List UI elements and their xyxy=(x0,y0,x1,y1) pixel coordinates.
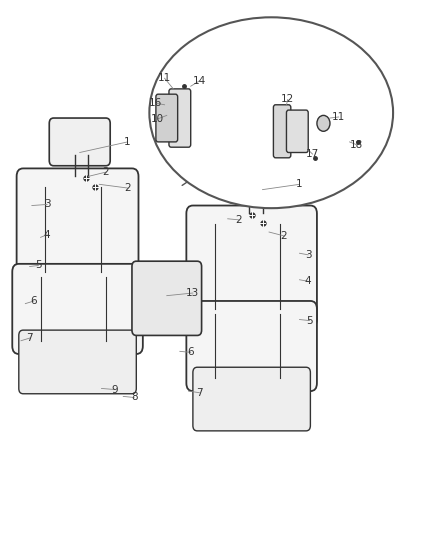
Text: 9: 9 xyxy=(111,384,118,394)
FancyBboxPatch shape xyxy=(193,367,311,431)
Text: 6: 6 xyxy=(187,348,194,358)
Text: 13: 13 xyxy=(186,288,200,298)
FancyBboxPatch shape xyxy=(156,94,178,142)
Text: 1: 1 xyxy=(124,137,131,147)
Text: 3: 3 xyxy=(305,250,311,260)
Text: 2: 2 xyxy=(280,231,287,241)
Text: 4: 4 xyxy=(44,230,50,240)
Text: 12: 12 xyxy=(281,94,294,104)
Text: 7: 7 xyxy=(26,333,33,343)
Text: 7: 7 xyxy=(196,387,203,398)
Text: 14: 14 xyxy=(193,76,206,86)
Text: 17: 17 xyxy=(306,149,319,159)
FancyBboxPatch shape xyxy=(19,330,136,394)
FancyBboxPatch shape xyxy=(286,110,308,152)
Text: 1: 1 xyxy=(296,179,303,189)
Text: 11: 11 xyxy=(332,112,345,122)
FancyBboxPatch shape xyxy=(169,89,191,147)
Ellipse shape xyxy=(149,17,393,208)
Text: 5: 5 xyxy=(35,261,42,270)
Text: 2: 2 xyxy=(102,167,109,177)
Text: 2: 2 xyxy=(235,215,242,225)
FancyBboxPatch shape xyxy=(228,155,289,203)
Text: 8: 8 xyxy=(131,392,138,402)
Text: 10: 10 xyxy=(151,114,164,124)
FancyBboxPatch shape xyxy=(186,206,317,327)
FancyBboxPatch shape xyxy=(49,118,110,166)
Text: 2: 2 xyxy=(124,183,131,193)
Circle shape xyxy=(317,115,330,131)
FancyBboxPatch shape xyxy=(12,264,143,354)
Text: 4: 4 xyxy=(305,276,311,286)
Text: 6: 6 xyxy=(31,296,37,306)
Text: 3: 3 xyxy=(44,199,50,209)
FancyBboxPatch shape xyxy=(186,301,317,391)
FancyBboxPatch shape xyxy=(273,105,291,158)
Text: 11: 11 xyxy=(158,73,171,83)
FancyBboxPatch shape xyxy=(132,261,201,335)
Text: 5: 5 xyxy=(306,316,313,326)
FancyBboxPatch shape xyxy=(17,168,138,290)
Text: 16: 16 xyxy=(149,98,162,108)
Text: 18: 18 xyxy=(350,140,363,150)
